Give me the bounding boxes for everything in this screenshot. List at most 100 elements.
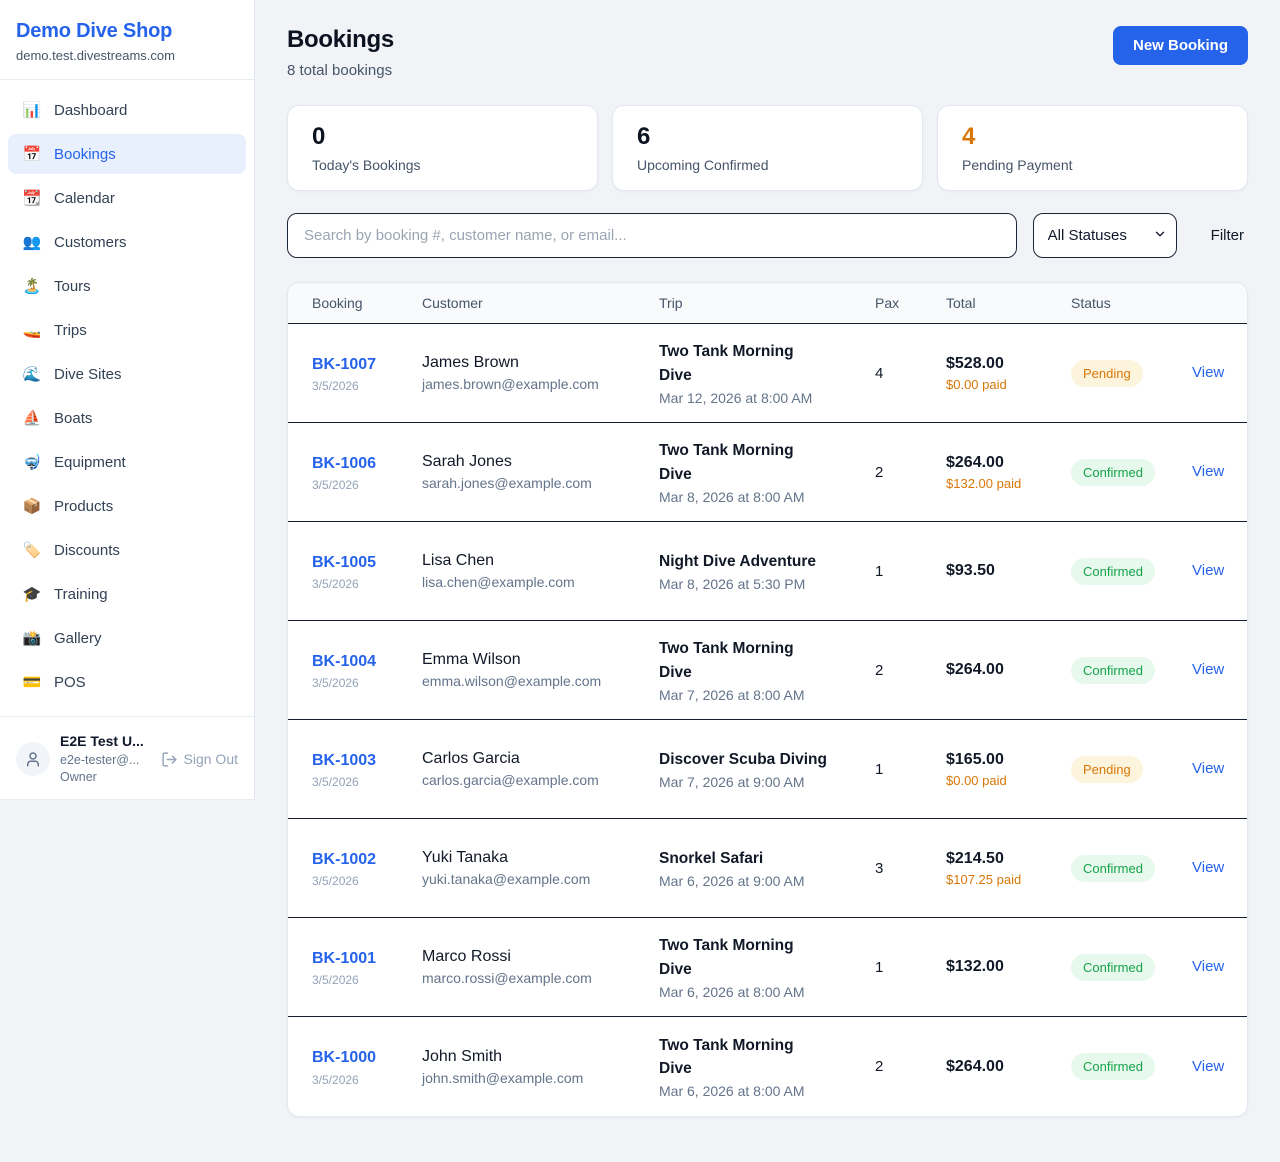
- trip-name: Discover Scuba Diving: [659, 750, 827, 768]
- sidebar-item-discounts[interactable]: 🏷️ Discounts: [8, 530, 246, 570]
- main-content: Bookings 8 total bookings New Booking 0 …: [255, 0, 1280, 1143]
- sign-out-label: Sign Out: [183, 751, 238, 768]
- user-role: Owner: [60, 770, 97, 785]
- status-badge: Confirmed: [1071, 557, 1155, 585]
- sidebar-item-pos[interactable]: 💳 POS: [8, 662, 246, 702]
- status-filter-wrap: All Statuses: [1032, 213, 1177, 258]
- shop-header: Demo Dive Shop demo.test.divestreams.com: [0, 0, 254, 80]
- customer-email: yuki.tanaka@example.com: [422, 871, 591, 887]
- booking-link[interactable]: BK-1007: [312, 355, 377, 373]
- column-header-status: Status: [1071, 295, 1111, 311]
- customer-name: John Smith: [422, 1047, 503, 1065]
- sidebar-item-dashboard[interactable]: 📊 Dashboard: [8, 90, 246, 130]
- customer-email: carlos.garcia@example.com: [422, 772, 599, 788]
- total-amount: $264.00: [946, 661, 1004, 678]
- trip-datetime: Mar 6, 2026 at 8:00 AM: [659, 1083, 805, 1100]
- column-header-pax: Pax: [875, 295, 900, 311]
- table-row: BK-1001 3/5/2026 Marco Rossi marco.rossi…: [288, 918, 1247, 1017]
- table-row: BK-1000 3/5/2026 John Smith john.smith@e…: [288, 1017, 1247, 1116]
- sidebar-item-label: Bookings: [54, 145, 116, 163]
- sidebar-item-training[interactable]: 🎓 Training: [8, 574, 246, 614]
- booking-link[interactable]: BK-1006: [312, 454, 377, 472]
- wave-icon: 🌊: [22, 366, 42, 383]
- sign-out-icon: [161, 752, 177, 767]
- people-icon: 👥: [22, 234, 42, 251]
- pax-count: 1: [875, 562, 884, 580]
- sidebar-item-boats[interactable]: ⛵ Boats: [8, 398, 246, 438]
- view-link[interactable]: View: [1192, 859, 1225, 876]
- booking-date: 3/5/2026: [312, 775, 359, 790]
- page-title: Bookings: [287, 26, 394, 53]
- customer-email: james.brown@example.com: [422, 376, 599, 392]
- total-amount: $214.50: [946, 849, 1004, 867]
- sidebar-item-label: Trips: [54, 321, 87, 339]
- filter-row: All Statuses Filter: [287, 213, 1248, 258]
- trip-datetime: Mar 7, 2026 at 8:00 AM: [659, 686, 805, 703]
- table-body: BK-1007 3/5/2026 James Brown james.brown…: [288, 324, 1247, 1116]
- tag-icon: 🏷️: [22, 542, 42, 559]
- status-badge: Confirmed: [1071, 458, 1155, 486]
- booking-link[interactable]: BK-1000: [312, 1049, 377, 1067]
- status-badge: Confirmed: [1071, 1053, 1155, 1080]
- view-link[interactable]: View: [1192, 562, 1225, 579]
- status-filter-select[interactable]: All Statuses: [1032, 213, 1177, 258]
- sidebar-item-label: Customers: [54, 233, 127, 251]
- user-section: E2E Test U... e2e-tester@... Owner Sign …: [0, 716, 254, 802]
- package-icon: 📦: [22, 498, 42, 515]
- sidebar-item-label: Tours: [54, 277, 91, 295]
- user-name: E2E Test U...: [60, 733, 144, 749]
- sidebar-item-label: Dive Sites: [54, 365, 122, 383]
- sidebar-item-label: Equipment: [54, 453, 126, 471]
- status-badge: Confirmed: [1071, 953, 1155, 981]
- view-link[interactable]: View: [1192, 1057, 1225, 1075]
- sidebar-item-customers[interactable]: 👥 Customers: [8, 222, 246, 262]
- booking-link[interactable]: BK-1001: [312, 949, 377, 967]
- customer-name: James Brown: [422, 354, 519, 371]
- customer-name: Lisa Chen: [422, 552, 495, 569]
- pax-count: 2: [875, 1058, 884, 1075]
- sidebar-item-label: Boats: [54, 409, 93, 427]
- sidebar-item-equipment[interactable]: 🤿 Equipment: [8, 442, 246, 482]
- booking-date: 3/5/2026: [312, 577, 359, 592]
- view-link[interactable]: View: [1192, 958, 1225, 975]
- booking-link[interactable]: BK-1002: [312, 850, 377, 868]
- sidebar-item-products[interactable]: 📦 Products: [8, 486, 246, 526]
- trip-name: Snorkel Safari: [659, 849, 764, 867]
- trip-name: Two Tank Morning Dive: [659, 1036, 794, 1077]
- total-amount: $264.00: [946, 453, 1004, 471]
- sidebar-item-gallery[interactable]: 📸 Gallery: [8, 618, 246, 658]
- booking-date: 3/5/2026: [312, 1072, 359, 1087]
- customer-name: Sarah Jones: [422, 453, 512, 470]
- filter-button[interactable]: Filter: [1207, 219, 1248, 252]
- sidebar-item-label: Gallery: [54, 629, 102, 647]
- view-link[interactable]: View: [1192, 364, 1225, 381]
- sidebar-item-label: Products: [54, 497, 114, 515]
- view-link[interactable]: View: [1192, 661, 1225, 678]
- booking-link[interactable]: BK-1003: [312, 751, 377, 769]
- sidebar: Demo Dive Shop demo.test.divestreams.com…: [0, 0, 255, 800]
- booking-link[interactable]: BK-1004: [312, 652, 377, 670]
- trip-name: Two Tank Morning Dive: [659, 442, 794, 483]
- column-header-trip: Trip: [659, 295, 683, 311]
- sidebar-item-tours[interactable]: 🏝️ Tours: [8, 266, 246, 306]
- paid-amount: $0.00 paid: [946, 376, 1007, 392]
- new-booking-button[interactable]: New Booking: [1112, 26, 1248, 65]
- booking-link[interactable]: BK-1005: [312, 553, 377, 571]
- sidebar-item-trips[interactable]: 🚤 Trips: [8, 310, 246, 350]
- sign-out-button[interactable]: Sign Out: [161, 751, 238, 768]
- customer-name: Yuki Tanaka: [422, 849, 508, 866]
- table-row: BK-1006 3/5/2026 Sarah Jones sarah.jones…: [288, 423, 1247, 522]
- sidebar-item-bookings[interactable]: 📅 Bookings: [8, 134, 246, 174]
- table-row: BK-1004 3/5/2026 Emma Wilson emma.wilson…: [288, 621, 1247, 720]
- search-input[interactable]: [287, 213, 1017, 258]
- page-header: Bookings 8 total bookings New Booking: [287, 26, 1248, 79]
- view-link[interactable]: View: [1192, 760, 1225, 777]
- column-header-customer: Customer: [422, 295, 483, 311]
- status-badge: Confirmed: [1071, 854, 1155, 882]
- stat-value: 6: [637, 123, 651, 150]
- sidebar-item-calendar[interactable]: 📆 Calendar: [8, 178, 246, 218]
- pax-count: 2: [875, 661, 884, 679]
- user-email: e2e-tester@...: [60, 752, 140, 767]
- view-link[interactable]: View: [1192, 463, 1225, 480]
- sidebar-item-dive-sites[interactable]: 🌊 Dive Sites: [8, 354, 246, 394]
